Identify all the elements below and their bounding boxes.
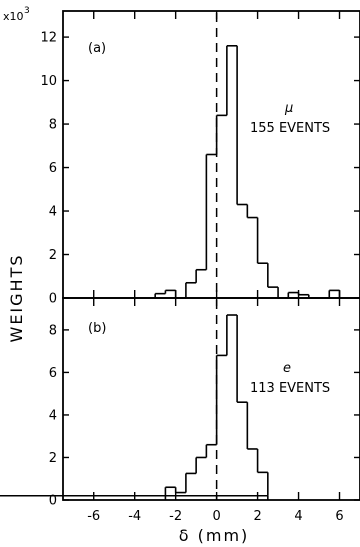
x-tick-label: 6 [335, 509, 343, 524]
panel-a-y-tick-label: 8 [49, 118, 57, 133]
y-axis-label: WEIGHTS [7, 253, 26, 342]
panel-a-y-tick-label: 12 [40, 31, 57, 46]
panel-a: 0 2 4 6 8 10 12 (a) μ 155 EVENTS [40, 10, 360, 307]
panel-b-y-tick-label: 4 [49, 408, 57, 423]
panel-a-y-tick-label: 2 [49, 248, 57, 263]
panel-b-y-tick-label: 0 [49, 494, 57, 509]
panel-a-y-tick-label: 0 [49, 292, 57, 307]
panel-b: 0 2 4 6 8 (b) e 113 EVENTS [0, 297, 360, 509]
panel-b-y-tick-label: 2 [49, 451, 57, 466]
panel-b-y-tick-label: 6 [49, 366, 57, 381]
y-multiplier: x10 [3, 10, 24, 23]
panel-a-particle: μ [284, 101, 293, 116]
x-axis-label: δ (mm) [179, 526, 250, 545]
x-tick-label: -4 [128, 509, 141, 524]
panel-a-y-tick-label: 4 [49, 205, 57, 220]
panel-b-events: 113 EVENTS [250, 381, 330, 396]
panel-a-y-tick-label: 6 [49, 161, 57, 176]
panel-a-y-tick-label: 10 [40, 74, 57, 89]
panel-a-events: 155 EVENTS [250, 121, 330, 136]
y-multiplier-exponent: 3 [24, 6, 30, 16]
panel-b-label: (b) [88, 321, 106, 336]
panel-b-particle: e [283, 361, 291, 376]
x-tick-label: -2 [169, 509, 182, 524]
x-tick-label: 4 [294, 509, 302, 524]
panel-b-y-tick-label: 8 [49, 323, 57, 338]
panel-a-label: (a) [88, 41, 106, 56]
panel-b-frame [62, 297, 360, 501]
x-tick-label: 0 [212, 509, 220, 524]
x-tick-label: -6 [87, 509, 100, 524]
x-tick-label: 2 [253, 509, 261, 524]
